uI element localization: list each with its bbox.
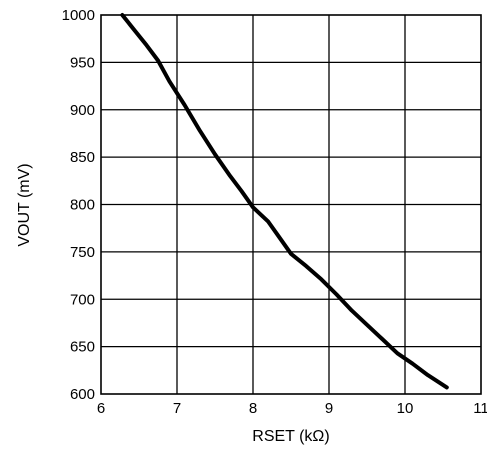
- y-axis-title: VOUT (mV): [16, 163, 33, 246]
- x-tick-label: 10: [397, 400, 414, 417]
- y-tick-label: 600: [70, 386, 95, 403]
- y-tick-label: 850: [70, 149, 95, 166]
- axes: [100, 14, 482, 395]
- x-tick-label: 7: [173, 400, 181, 417]
- y-tick-label: 650: [70, 339, 95, 356]
- grid: [101, 15, 481, 394]
- y-tick-label: 900: [70, 102, 95, 119]
- x-tick-label: 6: [97, 400, 105, 417]
- y-tick-labels: 600 650 700 750 800 850 900 950 1000: [62, 7, 95, 403]
- y-tick-label: 700: [70, 291, 95, 308]
- x-tick-label: 8: [249, 400, 257, 417]
- x-axis-title: RSET (kΩ): [252, 428, 329, 445]
- series-layer: [120, 13, 449, 390]
- x-tick-labels: 6 7 8 9 10 11: [97, 400, 487, 417]
- y-tick-label: 800: [70, 197, 95, 214]
- x-tick-label: 9: [325, 400, 333, 417]
- y-tick-label: 950: [70, 54, 95, 71]
- x-tick-label: 11: [473, 400, 487, 417]
- plot-frame: [100, 14, 482, 395]
- series-line: [120, 13, 449, 390]
- y-tick-label: 1000: [62, 7, 95, 24]
- y-tick-label: 750: [70, 244, 95, 261]
